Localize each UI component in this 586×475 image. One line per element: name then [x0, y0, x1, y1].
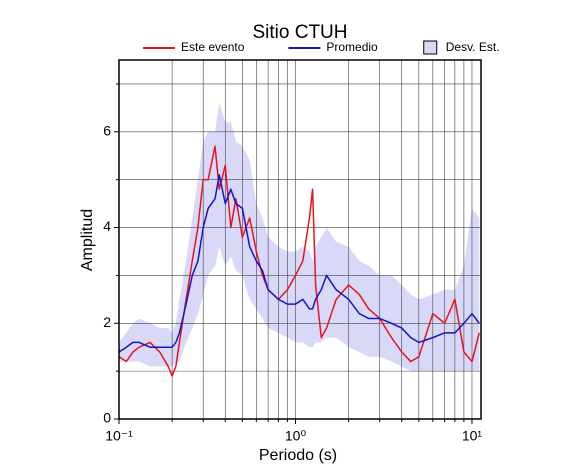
legend-label: Promedio [326, 40, 378, 54]
x-tick-label: 10⁻¹ [105, 428, 133, 444]
y-tick-label: 6 [103, 123, 111, 139]
x-tick-label: 10¹ [462, 428, 483, 444]
y-tick-label: 2 [103, 314, 111, 330]
legend-label: Este evento [181, 40, 245, 54]
chart-title: Sitio CTUH [252, 22, 347, 43]
y-tick-label: 4 [103, 218, 111, 234]
y-tick-label: 0 [103, 410, 111, 426]
series-line [118, 174, 480, 353]
plot-frame [118, 59, 482, 420]
x-tick-label: 10⁰ [285, 428, 307, 444]
std-band [119, 103, 480, 372]
x-axis-label: Periodo (s) [259, 447, 337, 464]
legend-label: Desv. Est. [446, 40, 500, 54]
legend-swatch [423, 40, 438, 55]
y-axis-label: Amplitud [79, 209, 96, 271]
